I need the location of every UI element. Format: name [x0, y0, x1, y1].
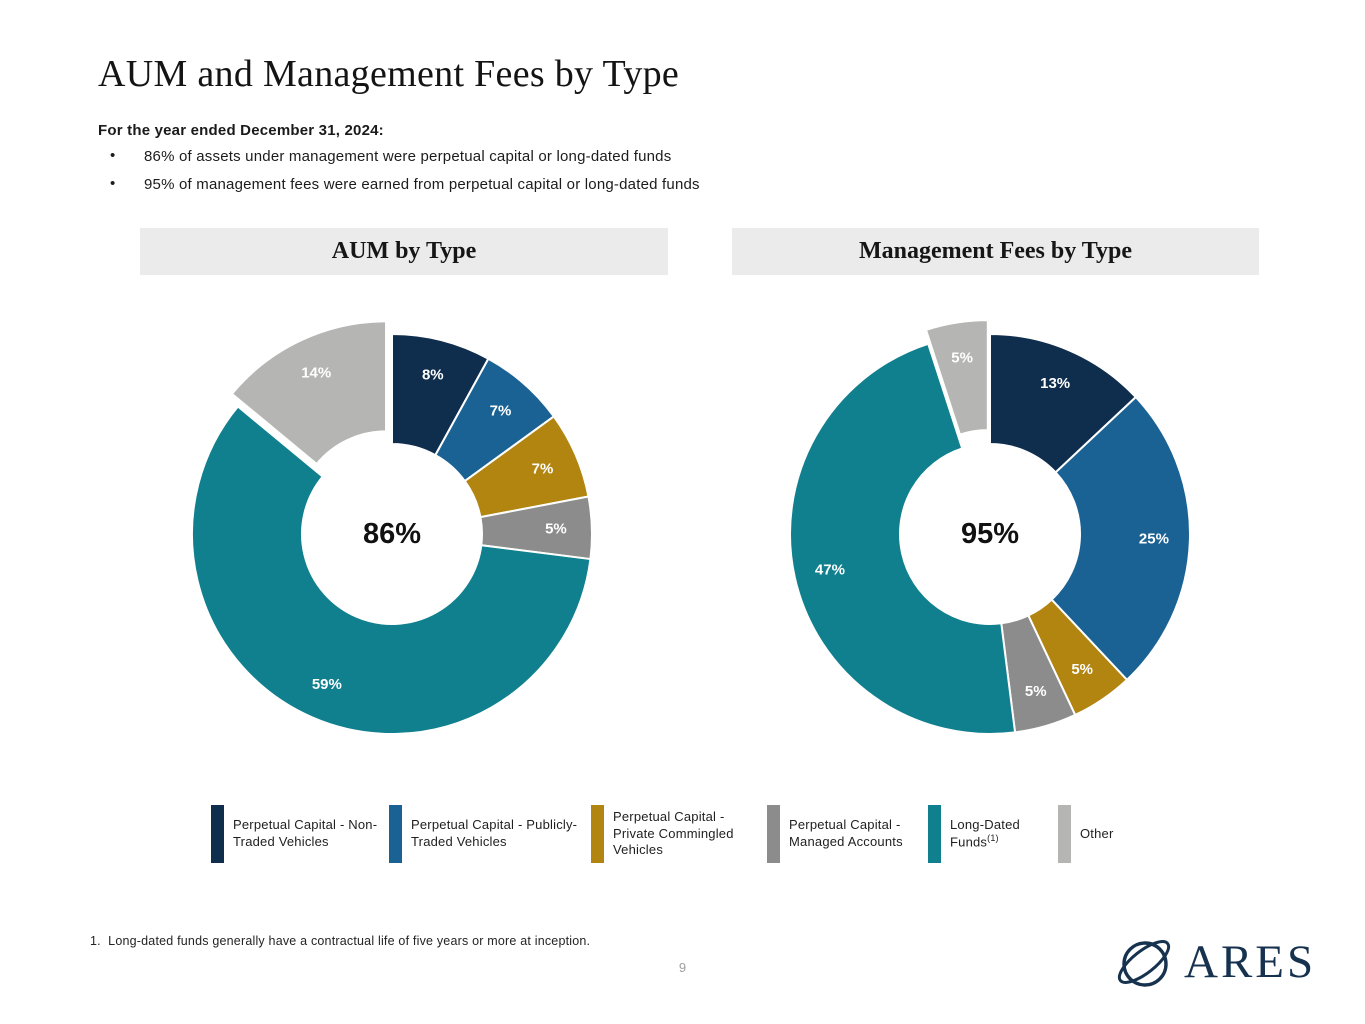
slice-percentage-label: 8%	[422, 367, 444, 384]
fees-chart-title: Management Fees by Type	[732, 228, 1259, 275]
page-title: AUM and Management Fees by Type	[98, 53, 680, 95]
page-number: 9	[678, 960, 687, 975]
legend-swatch	[211, 805, 224, 863]
slice-percentage-label: 25%	[1139, 531, 1169, 548]
legend-swatch	[1058, 805, 1071, 863]
legend-footnote-ref: (1)	[987, 833, 999, 844]
aum-donut-chart: 8% 7% 7% 5% 59% 14% 86%	[191, 320, 593, 735]
slice-percentage-label: 47%	[815, 561, 845, 578]
footnote: 1. Long-dated funds generally have a con…	[90, 934, 591, 948]
donut-slice	[924, 319, 989, 436]
legend-label: Long-Dated Funds	[950, 816, 1020, 850]
ares-logo: ARES	[1112, 930, 1316, 994]
slice-percentage-label: 59%	[312, 676, 342, 693]
donut-center-label: 95%	[961, 518, 1019, 550]
legend-item-publicly-traded: Perpetual Capital - Publicly-Traded Vehi…	[389, 805, 589, 863]
donut-slice	[191, 405, 592, 735]
aum-chart-title: AUM by Type	[140, 228, 668, 275]
slice-percentage-label: 7%	[532, 460, 554, 477]
legend: Perpetual Capital - Non-Traded Vehicles …	[0, 805, 1365, 875]
legend-item-non-traded: Perpetual Capital - Non-Traded Vehicles	[211, 805, 381, 863]
legend-swatch	[389, 805, 402, 863]
bullet-item: 86% of assets under management were perp…	[108, 147, 700, 165]
legend-item-private-commingled: Perpetual Capital - Private Commingled V…	[591, 805, 765, 863]
donut-slice	[230, 320, 388, 466]
subtitle: For the year ended December 31, 2024:	[98, 122, 384, 139]
legend-label: Perpetual Capital - Managed Accounts	[789, 817, 903, 849]
legend-swatch	[591, 805, 604, 863]
slice-percentage-label: 5%	[951, 350, 973, 367]
fees-donut-chart: 13% 25% 5% 5% 47% 5% 95%	[789, 319, 1191, 735]
legend-item-other: Other	[1058, 805, 1142, 863]
ares-logo-text: ARES	[1184, 935, 1317, 988]
bullet-list: 86% of assets under management were perp…	[108, 147, 700, 204]
donut-slice	[789, 342, 1017, 735]
slice-percentage-label: 5%	[1025, 683, 1047, 700]
slice-percentage-label: 5%	[1071, 661, 1093, 678]
legend-label: Perpetual Capital - Non-Traded Vehicles	[233, 817, 378, 849]
slice-percentage-label: 14%	[301, 364, 331, 381]
legend-label: Perpetual Capital - Publicly-Traded Vehi…	[411, 817, 578, 849]
legend-label: Perpetual Capital - Private Commingled V…	[613, 809, 734, 858]
slice-percentage-label: 7%	[490, 402, 512, 419]
donut-center-label: 86%	[363, 518, 421, 550]
ares-logo-icon	[1117, 940, 1171, 987]
legend-label: Other	[1080, 825, 1114, 841]
legend-swatch	[928, 805, 941, 863]
legend-item-managed-accounts: Perpetual Capital - Managed Accounts	[767, 805, 937, 863]
legend-item-long-dated-funds: Long-Dated Funds(1)	[928, 805, 1046, 863]
slice-percentage-label: 5%	[545, 520, 567, 537]
donut-slice	[1050, 395, 1191, 682]
legend-swatch	[767, 805, 780, 863]
slice-percentage-label: 13%	[1040, 375, 1070, 392]
bullet-item: 95% of management fees were earned from …	[108, 175, 700, 193]
